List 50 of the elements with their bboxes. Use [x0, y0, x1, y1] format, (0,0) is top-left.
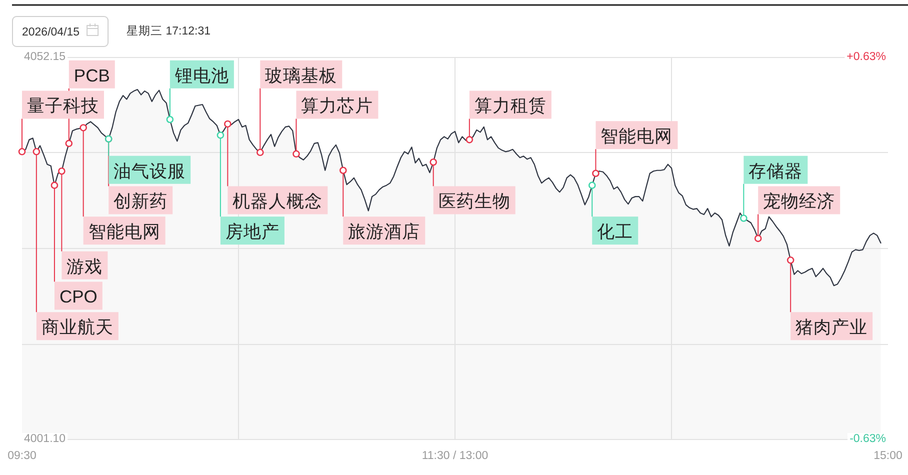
data-label: 算力租赁 [474, 96, 546, 116]
data-label: 房地产 [225, 222, 280, 242]
point [292, 150, 300, 158]
data-label: 智能电网 [88, 222, 160, 242]
point [754, 234, 762, 242]
point [50, 182, 58, 189]
point [224, 120, 232, 128]
point [65, 140, 73, 148]
data-label: 游戏 [66, 256, 103, 276]
x-tick-label: 15:00 [874, 450, 902, 462]
point [430, 158, 437, 166]
point [588, 182, 596, 189]
chart-subtitle: 星期三 17:12:31 [126, 24, 211, 38]
data-label: 量子科技 [27, 96, 99, 116]
data-label: 玻璃基板 [265, 65, 338, 86]
point [216, 132, 224, 139]
point [32, 148, 40, 156]
data-label: 宠物经济 [763, 191, 836, 212]
y2-tick-label: -0.63% [850, 433, 886, 445]
point [786, 256, 794, 264]
data-label: 旅游酒店 [348, 222, 420, 242]
date-picker: 2026/04/15 [12, 16, 109, 47]
point [18, 148, 26, 156]
data-label: 油气设服 [114, 160, 186, 181]
chart-title: 2026/04/15 [22, 26, 80, 38]
data-label: 猪肉产业 [796, 317, 868, 338]
point [256, 148, 264, 156]
data-label: 化工 [597, 222, 634, 242]
x-tick-label: 09:30 [8, 450, 36, 462]
point [592, 170, 600, 178]
data-label: 机器人概念 [232, 191, 323, 212]
x-tick-label: 11:30 / 13:00 [422, 450, 488, 462]
point [80, 124, 87, 132]
data-label: 存储器 [748, 160, 803, 181]
data-label: PCB [74, 65, 110, 86]
y2-tick-label: +0.63% [846, 51, 886, 63]
data-label: 锂电池 [174, 65, 229, 86]
point [466, 136, 474, 144]
point [339, 166, 347, 174]
data-label: 商业航天 [41, 317, 114, 338]
y-tick-label: 4001.10 [24, 433, 66, 445]
point [166, 116, 174, 124]
point [740, 214, 748, 222]
data-label: CPO [59, 286, 98, 307]
data-label: 算力芯片 [301, 96, 374, 116]
data-label: 医药生物 [438, 191, 510, 212]
point [58, 167, 66, 175]
data-label: 智能电网 [600, 126, 673, 146]
y-tick-label: 4052.15 [24, 51, 66, 63]
data-label: 创新药 [114, 191, 168, 212]
